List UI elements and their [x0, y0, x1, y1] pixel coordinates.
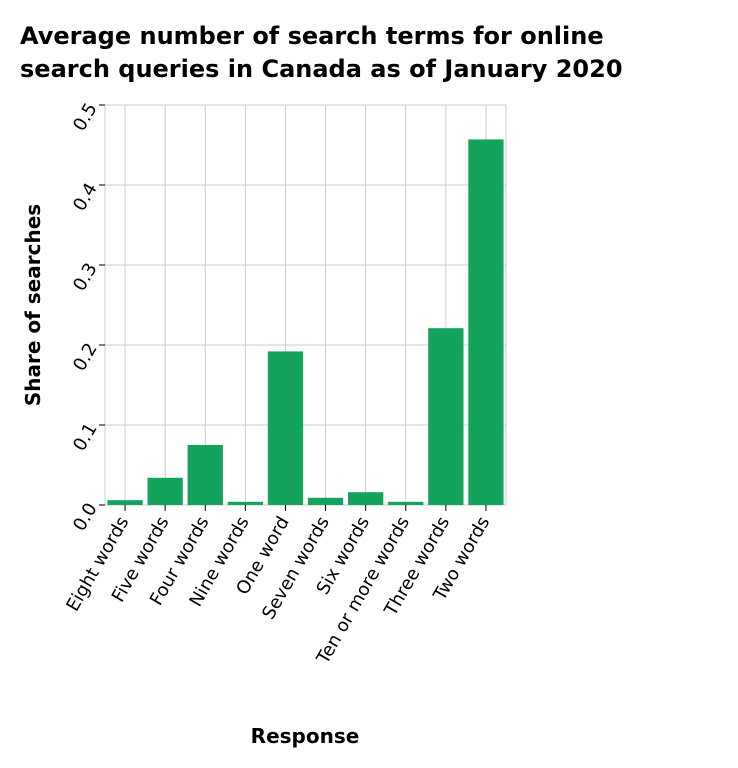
y-tick-label: 0.3: [69, 260, 102, 295]
chart-title-line-1: Average number of search terms for onlin…: [20, 22, 604, 50]
y-tick-label: 0.5: [69, 100, 102, 135]
bar: [147, 477, 183, 505]
y-tick-label: 0.0: [69, 500, 102, 535]
bar: [307, 497, 344, 505]
y-tick-label: 0.2: [69, 340, 102, 375]
bar: [107, 500, 143, 505]
bar: [388, 501, 424, 505]
bar: [227, 501, 263, 505]
plot-frame: [104, 104, 507, 506]
y-tick-label: 0.1: [69, 420, 102, 455]
bar: [267, 351, 304, 505]
y-tick-label: 0.4: [69, 180, 102, 215]
y-axis-label: Share of searches: [21, 204, 45, 406]
x-axis-label: Response: [251, 724, 360, 748]
bars: [107, 139, 504, 505]
bar: [187, 445, 223, 505]
chart-title-line-2: search queries in Canada as of January 2…: [20, 55, 623, 83]
bar: [428, 328, 464, 505]
y-axis-ticks: 0.0 0.1 0.2 0.3 0.4 0.5: [69, 100, 105, 535]
bar: [468, 139, 504, 505]
bar: [348, 492, 384, 505]
